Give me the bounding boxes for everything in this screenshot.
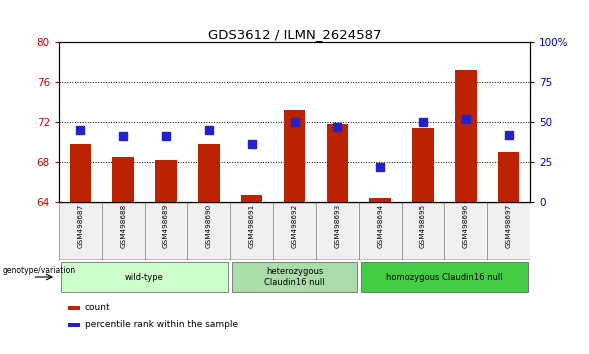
Text: GSM498697: GSM498697 bbox=[506, 204, 512, 248]
Bar bbox=[112, 157, 134, 202]
Bar bbox=[359, 202, 402, 260]
Bar bbox=[273, 202, 316, 260]
Bar bbox=[498, 152, 519, 202]
Bar bbox=[187, 202, 230, 260]
Bar bbox=[155, 160, 177, 202]
Point bbox=[204, 127, 214, 133]
Text: GSM498690: GSM498690 bbox=[206, 204, 212, 248]
Text: genotype/variation: genotype/variation bbox=[3, 266, 76, 275]
Bar bbox=[316, 202, 359, 260]
Bar bbox=[487, 202, 530, 260]
Text: GSM498695: GSM498695 bbox=[420, 204, 426, 248]
Text: GSM498694: GSM498694 bbox=[377, 204, 383, 248]
Bar bbox=[412, 128, 434, 202]
Text: count: count bbox=[85, 303, 111, 312]
Text: homozygous Claudin16 null: homozygous Claudin16 null bbox=[386, 273, 503, 281]
Bar bbox=[61, 262, 228, 292]
Bar bbox=[233, 262, 356, 292]
Title: GDS3612 / ILMN_2624587: GDS3612 / ILMN_2624587 bbox=[208, 28, 381, 41]
Bar bbox=[68, 306, 80, 310]
Bar bbox=[102, 202, 144, 260]
Text: GSM498688: GSM498688 bbox=[120, 204, 126, 248]
Point bbox=[75, 127, 85, 133]
Point bbox=[118, 133, 128, 139]
Bar bbox=[68, 323, 80, 327]
Bar bbox=[284, 110, 305, 202]
Point bbox=[247, 142, 256, 147]
Text: GSM498691: GSM498691 bbox=[249, 204, 254, 248]
Bar bbox=[361, 262, 528, 292]
Text: wild-type: wild-type bbox=[125, 273, 164, 281]
Bar bbox=[241, 195, 262, 202]
Bar bbox=[402, 202, 445, 260]
Bar bbox=[144, 202, 187, 260]
Point bbox=[504, 132, 514, 138]
Point bbox=[333, 124, 342, 130]
Text: GSM498689: GSM498689 bbox=[163, 204, 169, 248]
Point bbox=[461, 116, 471, 122]
Bar bbox=[230, 202, 273, 260]
Point bbox=[375, 164, 385, 170]
Bar bbox=[445, 202, 487, 260]
Text: heterozygous
Claudin16 null: heterozygous Claudin16 null bbox=[264, 267, 325, 287]
Bar bbox=[455, 70, 477, 202]
Text: GSM498692: GSM498692 bbox=[292, 204, 297, 248]
Bar bbox=[327, 124, 348, 202]
Text: GSM498696: GSM498696 bbox=[463, 204, 469, 248]
Text: GSM498693: GSM498693 bbox=[335, 204, 340, 248]
Text: GSM498687: GSM498687 bbox=[77, 204, 83, 248]
Bar bbox=[70, 144, 91, 202]
Bar bbox=[59, 202, 102, 260]
Text: percentile rank within the sample: percentile rank within the sample bbox=[85, 320, 238, 329]
Bar bbox=[369, 198, 391, 202]
Point bbox=[418, 119, 428, 125]
Bar bbox=[198, 144, 220, 202]
Point bbox=[161, 133, 171, 139]
Point bbox=[290, 119, 299, 125]
